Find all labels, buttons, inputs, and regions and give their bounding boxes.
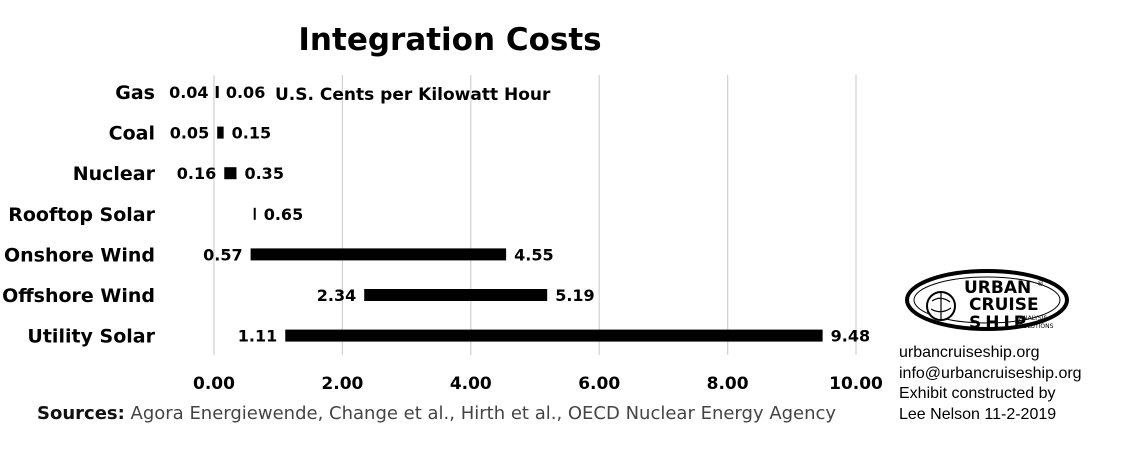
range-bar	[251, 248, 507, 260]
sources-line: Sources: Agora Energiewende, Change et a…	[37, 403, 836, 424]
category-label: Coal	[109, 123, 155, 145]
category-label: Utility Solar	[27, 326, 155, 348]
x-tick-label: 4.00	[450, 374, 492, 394]
high-value-label: 0.06	[226, 83, 265, 102]
low-value-label: 0.04	[169, 83, 208, 102]
category-label: Gas	[115, 82, 155, 104]
urban-cruise-ship-logo: URBAN CRUISE SHIP ® ANALYSIS SOLUTIONS	[903, 268, 1081, 340]
x-tick-label: 8.00	[707, 374, 749, 394]
sources-text: Agora Energiewende, Change et al., Hirth…	[125, 403, 836, 424]
high-value-label: 9.48	[831, 327, 870, 346]
range-bar	[364, 289, 547, 301]
range-bar	[285, 330, 822, 342]
x-tick-label: 10.00	[829, 374, 883, 394]
high-value-label: 4.55	[514, 245, 553, 264]
range-bar	[216, 86, 219, 98]
chart-title: Integration Costs	[298, 22, 601, 58]
high-value-label: 0.15	[232, 124, 271, 143]
sources-lead: Sources:	[37, 403, 125, 424]
x-tick-label: 6.00	[578, 374, 620, 394]
x-tick-label: 0.00	[193, 374, 235, 394]
low-value-label: 0.05	[170, 124, 209, 143]
low-value-label: 1.11	[238, 327, 277, 346]
range-bar	[224, 167, 236, 179]
category-label: Offshore Wind	[2, 285, 155, 307]
unit-label: U.S. Cents per Kilowatt Hour	[275, 85, 551, 105]
website-text: urbancruiseship.org	[899, 343, 1082, 364]
x-tick-label: 2.00	[321, 374, 363, 394]
svg-text:®: ®	[1037, 280, 1044, 288]
category-label: Nuclear	[73, 163, 156, 185]
author-date-line: Lee Nelson 11-2-2019	[899, 405, 1082, 426]
category-label: Rooftop Solar	[8, 204, 155, 226]
svg-text:SOLUTIONS: SOLUTIONS	[1019, 323, 1054, 330]
low-value-label: 0.16	[177, 164, 216, 183]
category-label: Onshore Wind	[4, 244, 155, 266]
low-value-label: 0.57	[203, 245, 242, 264]
range-bar	[217, 127, 223, 139]
svg-text:CRUISE: CRUISE	[969, 295, 1039, 315]
low-value-label: 2.34	[317, 286, 356, 305]
integration-costs-chart: Integration Costs 0.00 2.00 4.00 6.00 8.00 10…	[0, 0, 1125, 400]
high-value-label: 0.65	[264, 205, 303, 224]
svg-text:ANALYSIS: ANALYSIS	[1019, 315, 1047, 322]
credit-line: Exhibit constructed by	[899, 384, 1082, 405]
range-bar	[254, 208, 256, 220]
email-text: info@urbancruiseship.org	[899, 364, 1082, 385]
high-value-label: 5.19	[555, 286, 594, 305]
credits-block: urbancruiseship.org info@urbancruiseship…	[899, 343, 1082, 425]
high-value-label: 0.35	[244, 164, 283, 183]
